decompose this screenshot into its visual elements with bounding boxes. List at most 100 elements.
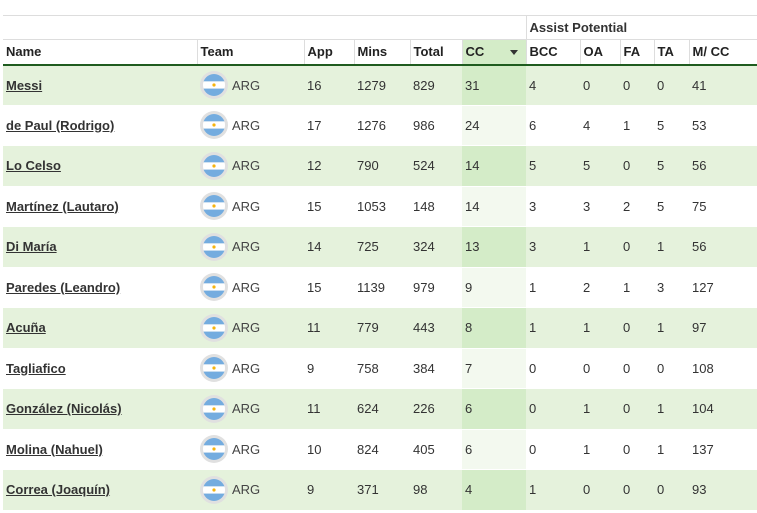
total-cell: 226 — [410, 388, 462, 430]
player-name-link[interactable]: Lo Celso — [6, 158, 61, 174]
chances-created-cell: 4 — [462, 469, 527, 511]
total-cell: 986 — [410, 105, 462, 146]
column-header-total[interactable]: Total — [409, 39, 462, 66]
total-cell: 98 — [410, 469, 462, 511]
team-name: ARG — [232, 279, 261, 295]
column-header-cc[interactable]: CC — [461, 39, 527, 66]
column-header-mins[interactable]: Mins — [353, 39, 410, 66]
chances-created-cell: 24 — [462, 105, 527, 146]
minutes-per-cc-cell: 127 — [689, 267, 757, 308]
table-row: González (Nicolás) ARG 11 — [3, 388, 757, 430]
column-header-app[interactable]: App — [303, 39, 354, 66]
team-name: ARG — [232, 158, 261, 174]
player-name-link[interactable]: de Paul (Rodrigo) — [6, 117, 115, 133]
team-cell: ARG — [197, 226, 304, 268]
team-cell: ARG — [197, 64, 304, 106]
team-badge: ARG — [200, 354, 260, 383]
minutes-per-cc-cell: 97 — [689, 307, 757, 349]
fa-cell: 0 — [620, 64, 655, 106]
chances-created-cell: 14 — [462, 145, 527, 187]
minutes-cell: 371 — [354, 469, 410, 511]
column-header-fa[interactable]: FA — [619, 39, 655, 66]
argentina-flag-icon — [200, 394, 228, 423]
player-name-link[interactable]: Tagliafico — [6, 360, 66, 376]
column-header-bcc[interactable]: BCC — [525, 39, 581, 66]
open-play-assists-cell: 1 — [580, 388, 621, 430]
open-play-assists-cell: 0 — [580, 469, 621, 511]
team-cell: ARG — [197, 145, 304, 187]
open-play-assists-cell: 1 — [580, 307, 621, 349]
fa-cell: 0 — [620, 307, 655, 349]
minutes-per-cc-cell: 41 — [689, 64, 757, 106]
team-name: ARG — [232, 482, 261, 498]
fa-cell: 1 — [620, 105, 655, 146]
total-assists-cell: 3 — [654, 267, 690, 308]
table-row: Lo Celso ARG 12 790 — [3, 145, 757, 187]
team-cell: ARG — [197, 105, 304, 146]
argentina-flag-icon — [200, 111, 228, 140]
player-name-cell: Tagliafico — [3, 348, 197, 389]
apps-cell: 11 — [304, 388, 354, 430]
big-chances-created-cell: 3 — [526, 186, 581, 227]
total-cell: 148 — [410, 186, 462, 227]
minutes-cell: 725 — [354, 226, 410, 268]
total-assists-cell: 1 — [654, 388, 690, 430]
player-name-link[interactable]: Paredes (Leandro) — [6, 279, 121, 295]
team-cell: ARG — [197, 348, 304, 389]
chances-created-cell: 7 — [462, 348, 527, 389]
player-name-link[interactable]: Correa (Joaquín) — [6, 482, 111, 498]
minutes-per-cc-cell: 93 — [689, 469, 757, 511]
big-chances-created-cell: 6 — [526, 105, 581, 146]
player-name-link[interactable]: Messi — [6, 77, 43, 93]
apps-cell: 12 — [304, 145, 354, 187]
big-chances-created-cell: 1 — [526, 469, 581, 511]
player-name-cell: Molina (Nahuel) — [3, 429, 197, 470]
table-row: Paredes (Leandro) ARG 15 — [3, 267, 757, 308]
open-play-assists-cell: 3 — [580, 186, 621, 227]
player-name-cell: González (Nicolás) — [3, 388, 197, 430]
player-name-link[interactable]: Acuña — [6, 320, 46, 336]
fa-cell: 0 — [620, 429, 655, 470]
minutes-cell: 824 — [354, 429, 410, 470]
column-header-ta[interactable]: TA — [653, 39, 690, 66]
team-badge: ARG — [200, 273, 261, 302]
apps-cell: 15 — [304, 186, 354, 227]
column-header-oa[interactable]: OA — [579, 39, 621, 66]
apps-cell: 11 — [304, 307, 354, 349]
apps-cell: 15 — [304, 267, 354, 308]
table-row: Martínez (Lautaro) ARG 15 — [3, 186, 757, 227]
open-play-assists-cell: 0 — [580, 64, 621, 106]
column-header-cc-label: CC — [465, 44, 485, 60]
minutes-cell: 1276 — [354, 105, 410, 146]
argentina-flag-icon — [200, 354, 228, 383]
player-name-link[interactable]: Molina (Nahuel) — [6, 441, 103, 457]
table-row: de Paul (Rodrigo) ARG 17 — [3, 105, 757, 146]
team-badge: ARG — [200, 232, 261, 261]
apps-cell: 14 — [304, 226, 354, 268]
player-name-cell: Paredes (Leandro) — [3, 267, 197, 308]
chances-created-cell: 14 — [462, 186, 527, 227]
team-name: ARG — [232, 401, 261, 417]
big-chances-created-cell: 0 — [526, 429, 581, 470]
chances-created-cell: 13 — [462, 226, 527, 268]
column-header-name[interactable]: Name — [3, 39, 197, 66]
team-badge: ARG — [200, 435, 261, 464]
column-header-team[interactable]: Team — [196, 39, 304, 66]
fa-cell: 2 — [620, 186, 655, 227]
total-cell: 384 — [410, 348, 462, 389]
chances-created-cell: 31 — [462, 64, 527, 106]
minutes-per-cc-cell: 53 — [689, 105, 757, 146]
player-name-link[interactable]: Di María — [6, 239, 57, 255]
table-row: Correa (Joaquín) ARG 9 — [3, 469, 757, 511]
team-name: ARG — [232, 441, 261, 457]
column-header-minutes-per-cc[interactable]: M/ CC — [688, 39, 757, 66]
minutes-per-cc-cell: 108 — [689, 348, 757, 389]
team-name: ARG — [232, 239, 261, 255]
team-badge: ARG — [200, 151, 261, 180]
player-name-link[interactable]: González (Nicolás) — [6, 401, 122, 417]
open-play-assists-cell: 1 — [580, 429, 621, 470]
open-play-assists-cell: 1 — [580, 226, 621, 268]
big-chances-created-cell: 1 — [526, 307, 581, 349]
player-name-link[interactable]: Martínez (Lautaro) — [6, 198, 119, 214]
player-name-cell: Correa (Joaquín) — [3, 469, 197, 511]
